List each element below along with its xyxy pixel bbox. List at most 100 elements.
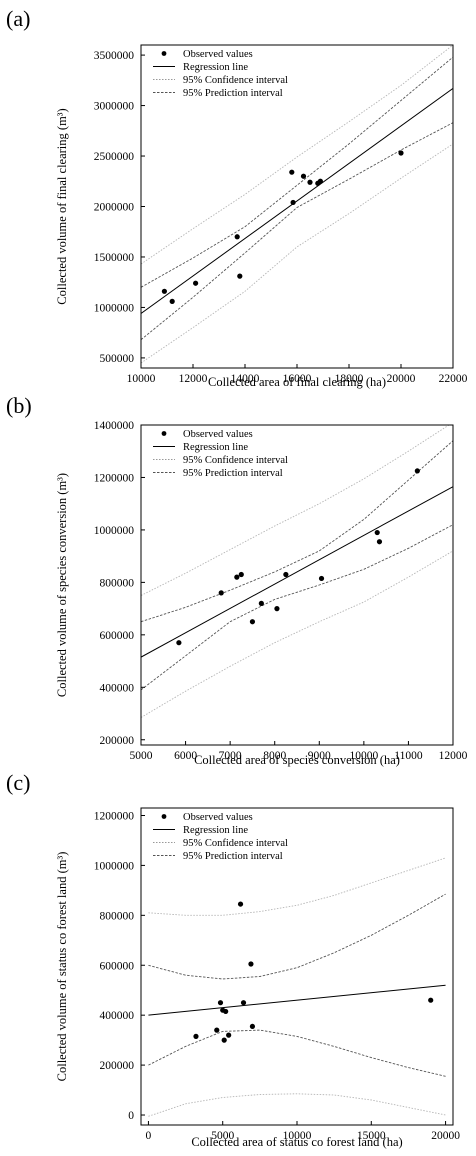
legend-marker-observed	[161, 814, 167, 819]
observed-point	[274, 606, 280, 612]
plot-frame	[140, 424, 454, 746]
prediction-interval-upper	[148, 857, 446, 916]
observed-point	[234, 574, 240, 580]
panel-label: (b)	[6, 393, 32, 418]
legend-label: 95% Prediction interval	[183, 468, 283, 479]
y-axis-label: Collected volume of final clearing (m³)	[55, 108, 69, 304]
observed-point	[414, 468, 420, 474]
confidence-interval-upper	[148, 893, 446, 980]
confidence-interval-lower	[141, 524, 453, 691]
x-tick-label: 10000	[283, 1130, 312, 1142]
confidence-interval-lower	[148, 1029, 446, 1077]
x-tick-label: 0	[146, 1130, 152, 1142]
legend-label: Regression line	[183, 442, 248, 453]
legend-marker-observed	[161, 51, 167, 56]
x-tick-label: 12000	[179, 373, 208, 385]
x-tick-label: 5000	[211, 1130, 234, 1142]
observed-point	[374, 529, 380, 536]
y-tick-label: 400000	[100, 682, 135, 694]
x-axis-label: Collected area of species conversion (ha…	[194, 753, 400, 767]
prediction-interval-lower	[141, 550, 453, 718]
legend: Observed values Regression line 95% Confid…	[153, 429, 288, 479]
y-tick-label: 600000	[100, 960, 135, 972]
plot-area	[141, 45, 453, 364]
y-tick-label: 1500000	[94, 252, 135, 264]
confidence-interval-lower	[141, 122, 453, 341]
legend-label: Regression line	[183, 62, 248, 73]
y-tick-label: 200000	[100, 735, 135, 747]
regression-line	[141, 486, 453, 658]
observed-point	[258, 600, 264, 606]
panel-label: (a)	[6, 6, 30, 31]
y-tick-label: 1000000	[94, 302, 135, 314]
x-axis-label: Collected area of final clearing (ha)	[208, 375, 386, 389]
y-tick-label: 1400000	[94, 420, 135, 432]
legend-marker-observed	[161, 431, 167, 436]
observed-point	[290, 199, 296, 206]
plot-area	[141, 425, 453, 718]
panel-label: (c)	[6, 770, 30, 795]
y-tick-label: 600000	[100, 630, 135, 642]
y-tick-label: 200000	[100, 1060, 135, 1072]
y-tick-label: 1000000	[94, 525, 135, 537]
observed-point	[176, 640, 182, 646]
observed-point	[237, 273, 243, 279]
y-axis-label: Collected volume of species conversion (…	[55, 473, 69, 697]
prediction-interval-lower	[148, 1093, 446, 1117]
x-tick-label: 8000	[263, 750, 286, 762]
y-tick-label: 500000	[100, 353, 135, 365]
observed-point	[223, 1008, 229, 1015]
regression-line	[148, 984, 446, 1016]
chart-panel-0: (a) 10000 12000 14000 16000 18000 20000 22000 50…	[6, 6, 468, 389]
observed-point	[398, 150, 404, 156]
legend-label: Observed values	[183, 812, 253, 823]
x-axis-label: Collected area of status co forest land …	[191, 1135, 402, 1149]
observed-point	[218, 590, 224, 596]
observed-point	[300, 173, 307, 179]
observed-point	[248, 961, 254, 967]
y-tick-label: 0	[128, 1110, 134, 1122]
y-tick-label: 2500000	[94, 151, 135, 163]
y-tick-label: 800000	[100, 577, 135, 589]
x-tick-label: 9000	[308, 750, 331, 762]
legend-label: Observed values	[183, 429, 253, 440]
legend-label: 95% Prediction interval	[183, 851, 283, 862]
x-tick-label: 12000	[439, 750, 468, 762]
observed-point	[283, 571, 289, 578]
observed-point	[318, 575, 325, 582]
prediction-interval-upper	[141, 45, 453, 265]
legend: Observed values Regression line 95% Confid…	[153, 49, 288, 99]
x-tick-label: 15000	[357, 1130, 386, 1142]
x-tick-label: 20000	[431, 1130, 460, 1142]
observed-point	[169, 298, 175, 304]
observed-point	[226, 1032, 232, 1038]
legend-label: 95% Prediction interval	[183, 88, 283, 99]
observed-point	[376, 539, 383, 545]
observed-point	[249, 619, 256, 625]
prediction-interval-upper	[141, 425, 450, 596]
observed-point	[307, 179, 313, 185]
legend-label: 95% Confidence interval	[183, 75, 288, 86]
chart-panel-2: (c)0 5000 10000 15000 2000002000004000006000…	[6, 770, 460, 1149]
observed-point	[193, 280, 199, 286]
plot-area	[148, 857, 446, 1117]
x-tick-label: 10000	[349, 750, 378, 762]
legend-label: 95% Confidence interval	[183, 838, 288, 849]
observed-point	[221, 1037, 227, 1043]
y-tick-label: 400000	[100, 1010, 135, 1022]
x-tick-label: 5000	[130, 750, 153, 762]
observed-point	[214, 1027, 220, 1033]
x-tick-label: 14000	[231, 373, 260, 385]
legend-label: Observed values	[183, 49, 253, 60]
observed-point	[193, 1033, 199, 1039]
x-tick-label: 16000	[283, 373, 312, 385]
y-tick-label: 1000000	[94, 860, 135, 872]
x-tick-label: 22000	[439, 373, 468, 385]
y-tick-label: 800000	[100, 910, 135, 922]
observed-point	[238, 571, 244, 578]
prediction-interval-lower	[141, 143, 453, 364]
observed-point	[240, 1000, 247, 1006]
y-axis-label: Collected volume of status co forest lan…	[55, 852, 69, 1082]
observed-point	[217, 1000, 224, 1006]
